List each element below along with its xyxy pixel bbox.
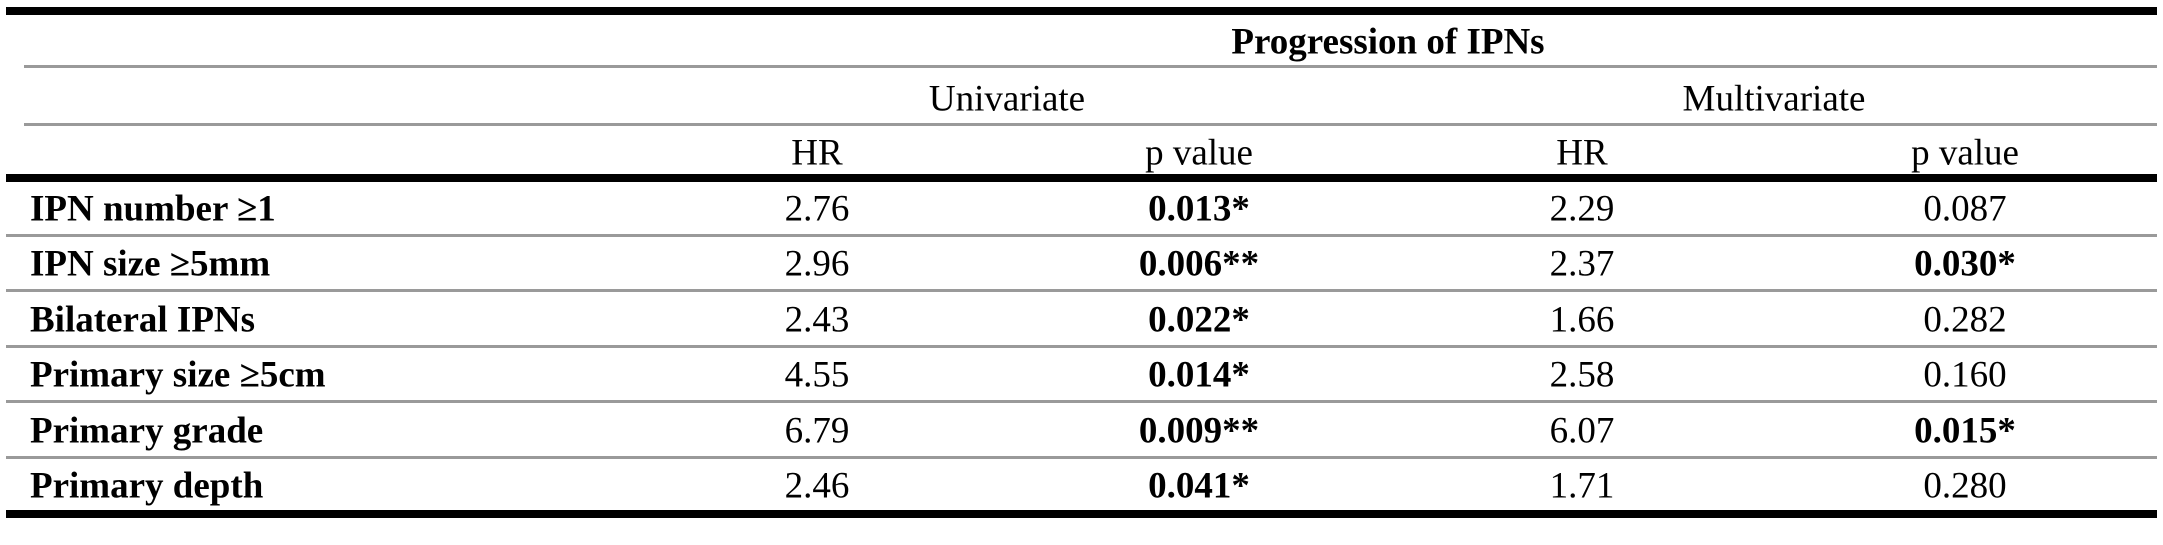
cell: 2.58 [1549, 354, 1615, 396]
row-label: Bilateral IPNs [30, 299, 256, 341]
cell: 2.76 [784, 188, 850, 230]
cell: 2.43 [784, 299, 850, 341]
column-header: HR [1556, 132, 1608, 174]
cell: 0.041* [1148, 465, 1250, 507]
column-header: p value [1911, 132, 2019, 174]
cell: 1.71 [1549, 465, 1615, 507]
row-label: IPN size ≥5mm [30, 243, 271, 285]
cell: 2.46 [784, 465, 850, 507]
row-label: Primary grade [30, 410, 264, 452]
cell: 6.79 [784, 410, 850, 452]
cell: 2.37 [1549, 243, 1615, 285]
cell: 0.087 [1923, 188, 2007, 230]
column-header: HR [791, 132, 843, 174]
cell: 4.55 [784, 354, 850, 396]
rule [6, 7, 2157, 15]
row-label: Primary size ≥5cm [30, 354, 326, 396]
cell: 0.013* [1148, 188, 1250, 230]
rule [24, 123, 2157, 126]
cell: 6.07 [1549, 410, 1615, 452]
subgroup-header: Univariate [928, 78, 1086, 120]
cell: 0.015* [1914, 410, 2016, 452]
group-header: Progression of IPNs [1231, 21, 1545, 63]
cell: 0.030* [1914, 243, 2016, 285]
row-label: Primary depth [30, 465, 264, 507]
rule [6, 344, 2157, 348]
rule [6, 174, 2157, 182]
rule [6, 510, 2157, 518]
cell: 0.014* [1148, 354, 1250, 396]
rule [6, 233, 2157, 237]
cell: 0.006** [1138, 243, 1260, 285]
rule [6, 289, 2157, 292]
row-label: IPN number ≥1 [30, 188, 276, 230]
cell: 0.009** [1138, 410, 1260, 452]
rule [24, 65, 2157, 68]
cell: 1.66 [1549, 299, 1615, 341]
subgroup-header: Multivariate [1682, 78, 1866, 120]
cell: 0.022* [1148, 299, 1250, 341]
rule [6, 400, 2157, 403]
cell: 0.160 [1923, 354, 2007, 396]
cell: 2.96 [784, 243, 850, 285]
rule [6, 455, 2157, 459]
cell: 2.29 [1549, 188, 1615, 230]
cell: 0.282 [1923, 299, 2007, 341]
column-header: p value [1145, 132, 1253, 174]
cell: 0.280 [1923, 465, 2007, 507]
